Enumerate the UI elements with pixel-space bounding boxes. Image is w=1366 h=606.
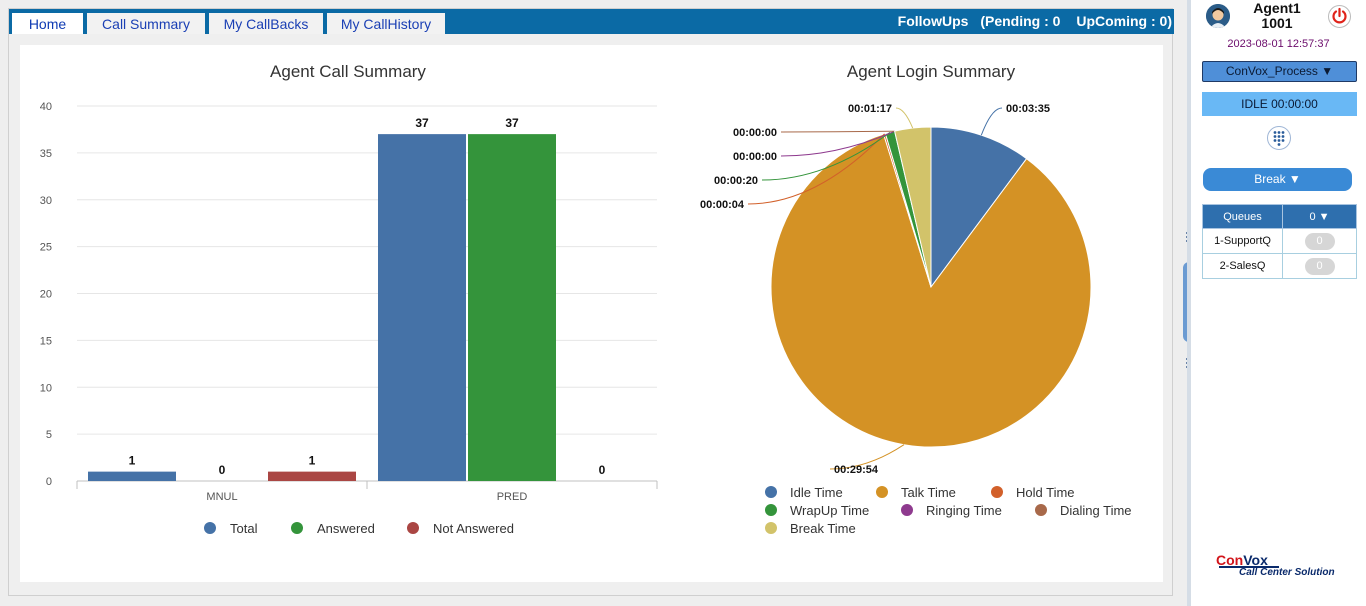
pie-data-label: 00:03:35 [1006, 103, 1050, 115]
legend-label: Idle Time [790, 485, 843, 500]
pie-connector [896, 108, 913, 128]
bar [88, 472, 176, 481]
bar [468, 134, 556, 481]
agent-id: 1001 [1251, 16, 1303, 31]
bar-data-label: 1 [129, 454, 136, 468]
legend-label: Break Time [790, 521, 856, 536]
bar [378, 134, 466, 481]
legend-label: Total [230, 521, 258, 536]
logout-button[interactable] [1328, 5, 1351, 28]
legend-label: Hold Time [1016, 485, 1075, 500]
tab-bar: Home Call Summary My CallBacks My CallHi… [9, 9, 1174, 34]
power-icon [1329, 6, 1350, 27]
legend-label: Answered [317, 521, 375, 536]
x-tick-label: PRED [497, 491, 528, 503]
bar-data-label: 37 [505, 116, 519, 130]
agent-identity: Agent1 1001 [1251, 1, 1303, 31]
queue-count-badge: 0 [1305, 233, 1335, 250]
followups-pending: (Pending : 0 [980, 13, 1060, 29]
dialpad-button[interactable] [1267, 126, 1291, 150]
pie-data-label: 00:00:00 [733, 127, 777, 139]
followups-upcoming: UpComing : 0) [1076, 13, 1172, 29]
bar-data-label: 37 [415, 116, 429, 130]
pie-data-label: 00:00:20 [714, 175, 758, 187]
agent-avatar-icon [1206, 4, 1230, 28]
dashboard-content: Agent Call Summary 0 5 10 15 20 25 30 35 40 MNUL 1 0… [20, 45, 1163, 582]
y-tick-label: 15 [40, 335, 52, 347]
followups-label: FollowUps [898, 13, 969, 29]
chart-title: Agent Login Summary [847, 62, 1016, 81]
y-tick-label: 20 [40, 289, 52, 301]
legend-marker [204, 522, 216, 534]
legend-marker [876, 486, 888, 498]
bar [268, 472, 356, 481]
legend-marker [765, 504, 777, 516]
break-button[interactable]: Break ▼ [1203, 168, 1352, 191]
legend-marker [407, 522, 419, 534]
queue-table: Queues 0 ▼ 1-SupportQ 0 2-SalesQ 0 [1202, 204, 1357, 279]
queue-row: 1-SupportQ 0 [1203, 229, 1357, 254]
queue-count-badge: 0 [1305, 258, 1335, 275]
legend-marker [291, 522, 303, 534]
legend-marker [765, 522, 777, 534]
pie-data-label: 00:01:17 [848, 103, 892, 115]
pie-data-label: 00:29:54 [834, 464, 879, 476]
chart-title: Agent Call Summary [270, 62, 426, 81]
main-area: Home Call Summary My CallBacks My CallHi… [0, 0, 1187, 606]
agent-side-panel: Agent1 1001 2023-08-01 12:57:37 ConVox_P… [1187, 0, 1366, 606]
y-tick-label: 30 [40, 195, 52, 207]
bar-data-label: 0 [219, 463, 226, 477]
legend-label: Dialing Time [1060, 503, 1132, 518]
pie-connector [981, 108, 1002, 135]
dialpad-icon [1268, 127, 1290, 149]
tab-my-callbacks[interactable]: My CallBacks [209, 11, 323, 34]
tab-call-summary[interactable]: Call Summary [87, 11, 205, 34]
y-tick-label: 40 [40, 101, 52, 113]
tab-my-callhistory[interactable]: My CallHistory [327, 11, 445, 34]
pie-connector [781, 131, 895, 132]
queue-header: Queues [1203, 205, 1283, 229]
convox-logo: ConVox Call Center Solution [1211, 552, 1361, 582]
y-tick-label: 5 [46, 429, 52, 441]
process-select[interactable]: ConVox_Process ▼ [1202, 61, 1357, 82]
legend-marker [991, 486, 1003, 498]
main-frame: Home Call Summary My CallBacks My CallHi… [8, 8, 1173, 596]
queue-name: 2-SalesQ [1203, 254, 1283, 279]
bar-data-label: 0 [599, 463, 606, 477]
legend-marker [765, 486, 777, 498]
agent-status-timer: IDLE 00:00:00 [1202, 92, 1357, 116]
logo-tagline: Call Center Solution [1239, 567, 1335, 578]
y-tick-label: 25 [40, 242, 52, 254]
legend-label: WrapUp Time [790, 503, 869, 518]
followups-indicator[interactable]: FollowUps (Pending : 0 UpComing : 0) [894, 9, 1172, 34]
agent-login-summary-chart: Agent Login Summary 00:03:35 00:29:54 00:00… [676, 45, 1163, 582]
legend-label: Not Answered [433, 521, 514, 536]
x-tick-label: MNUL [206, 491, 237, 503]
legend-label: Ringing Time [926, 503, 1002, 518]
queue-name: 1-SupportQ [1203, 229, 1283, 254]
agent-name: Agent1 [1251, 1, 1303, 16]
legend-marker [901, 504, 913, 516]
queue-row: 2-SalesQ 0 [1203, 254, 1357, 279]
y-tick-label: 35 [40, 148, 52, 160]
tab-home[interactable]: Home [12, 11, 83, 34]
pie-data-label: 00:00:00 [733, 151, 777, 163]
y-tick-label: 10 [40, 382, 52, 394]
pie-data-label: 00:00:04 [700, 199, 745, 211]
login-datetime: 2023-08-01 12:57:37 [1191, 38, 1366, 50]
legend-label: Talk Time [901, 485, 956, 500]
queue-total-select[interactable]: 0 ▼ [1283, 205, 1357, 229]
legend-marker [1035, 504, 1047, 516]
agent-call-summary-chart: Agent Call Summary0510152025303540MNUL10… [20, 45, 670, 582]
y-tick-label: 0 [46, 476, 52, 488]
bar-data-label: 1 [309, 454, 316, 468]
